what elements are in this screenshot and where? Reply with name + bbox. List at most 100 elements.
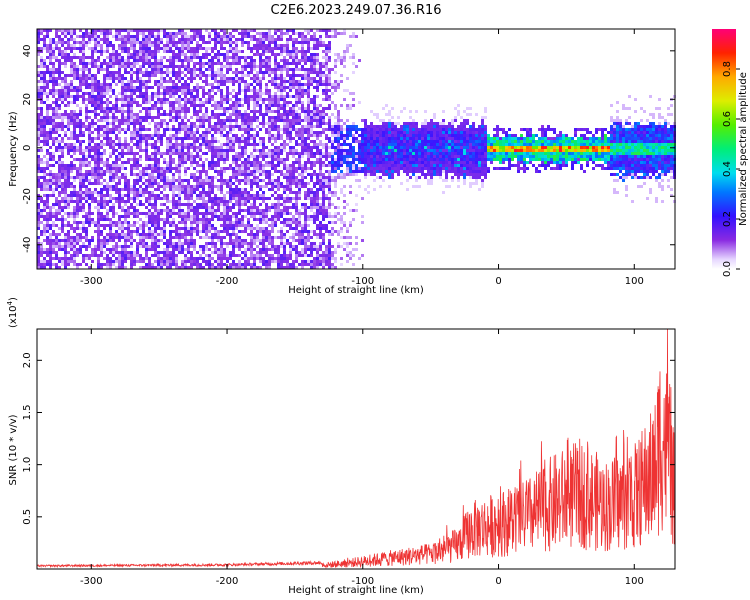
spectrogram-cell bbox=[145, 185, 148, 188]
spectrogram-cell bbox=[103, 164, 106, 167]
spectrogram-cell bbox=[61, 29, 64, 32]
spectrogram-cell bbox=[187, 41, 190, 44]
spectrogram-cell bbox=[187, 152, 190, 155]
spectrogram-cell bbox=[271, 137, 274, 140]
spectrogram-cell bbox=[118, 137, 121, 140]
spectrogram-cell bbox=[151, 236, 154, 239]
spectrogram-cell bbox=[61, 218, 64, 221]
spectrogram-cell bbox=[172, 224, 175, 227]
spectrogram-cell bbox=[253, 164, 256, 167]
spectrogram-cell bbox=[61, 116, 64, 119]
spectrogram-cell bbox=[136, 101, 139, 104]
spectrogram-cell bbox=[235, 122, 238, 125]
spectrogram-cell bbox=[115, 83, 118, 86]
spectrogram-cell bbox=[100, 233, 103, 236]
spectrogram-cell bbox=[220, 158, 223, 161]
spectrogram-cell bbox=[286, 242, 289, 245]
spectrogram-cell bbox=[142, 125, 145, 128]
spectrogram-cell bbox=[274, 167, 277, 170]
spectrogram-cell bbox=[160, 38, 163, 41]
spectrogram-cell bbox=[112, 188, 115, 191]
spectrogram-cell bbox=[250, 194, 253, 197]
spectrogram-cell bbox=[223, 251, 226, 254]
spectrogram-cell bbox=[217, 236, 220, 239]
spectrogram-cell bbox=[178, 215, 181, 218]
spectrogram-cell bbox=[223, 98, 226, 101]
spectrogram-cell bbox=[37, 206, 40, 209]
spectrogram-cell bbox=[283, 146, 286, 149]
spectrogram-cell bbox=[40, 134, 43, 137]
spectrogram-cell bbox=[295, 128, 298, 131]
spectrogram-cell bbox=[178, 149, 181, 152]
spectrogram-cell bbox=[133, 197, 136, 200]
spectrogram-cell bbox=[97, 134, 100, 137]
spectrogram-cell bbox=[52, 257, 55, 260]
spectrogram-cell bbox=[151, 173, 154, 176]
spectrogram-cell bbox=[211, 257, 214, 260]
spectrogram-cell bbox=[46, 203, 49, 206]
spectrogram-cell bbox=[88, 38, 91, 41]
spectrogram-cell bbox=[61, 122, 64, 125]
spectrogram-cell bbox=[202, 170, 205, 173]
spectrogram-cell bbox=[289, 134, 292, 137]
spectrogram-cell bbox=[265, 245, 268, 248]
spectrogram-cell bbox=[235, 266, 238, 269]
spectrogram-cell bbox=[58, 266, 61, 269]
spectrogram-cell bbox=[250, 50, 253, 53]
spectrogram-cell bbox=[157, 215, 160, 218]
spectrogram-cell bbox=[112, 149, 115, 152]
spectrogram-cell bbox=[244, 263, 247, 266]
spectrogram-cell bbox=[91, 98, 94, 101]
spectrogram-cell bbox=[196, 98, 199, 101]
spectrogram-cell bbox=[178, 242, 181, 245]
spectrogram-cell bbox=[163, 65, 166, 68]
spectrogram-cell bbox=[184, 212, 187, 215]
spectrogram-cell bbox=[106, 101, 109, 104]
spectrogram-cell bbox=[61, 95, 64, 98]
spectrogram-cell bbox=[124, 62, 127, 65]
spectrogram-cell bbox=[145, 188, 148, 191]
spectrogram-cell bbox=[274, 179, 277, 182]
spectrogram-cell bbox=[274, 248, 277, 251]
spectrogram-cell bbox=[268, 149, 271, 152]
spectrogram-cell bbox=[274, 170, 277, 173]
spectrogram-cell bbox=[40, 260, 43, 263]
spectrogram-cell bbox=[154, 167, 157, 170]
spectrogram-cell bbox=[178, 236, 181, 239]
spectrogram-cell bbox=[178, 221, 181, 224]
spectrogram-cell bbox=[286, 206, 289, 209]
spectrogram-cell bbox=[112, 92, 115, 95]
spectrogram-cell bbox=[205, 68, 208, 71]
spectrogram-cell bbox=[202, 236, 205, 239]
spectrogram-cell bbox=[226, 254, 229, 257]
spectrogram-cell bbox=[250, 125, 253, 128]
spectrogram-cell bbox=[58, 239, 61, 242]
spectrogram-cell bbox=[199, 74, 202, 77]
spectrogram-cell bbox=[229, 35, 232, 38]
spectrogram-cell bbox=[139, 59, 142, 62]
spectrogram-cell bbox=[52, 224, 55, 227]
spectrogram-cell bbox=[223, 200, 226, 203]
spectrogram-cell bbox=[190, 71, 193, 74]
spectrogram-cell bbox=[256, 155, 259, 158]
spectrogram-cell bbox=[118, 167, 121, 170]
spectrogram-cell bbox=[217, 209, 220, 212]
spectrogram-cell bbox=[256, 197, 259, 200]
spectrogram-cell bbox=[100, 188, 103, 191]
spectrogram-cell bbox=[283, 206, 286, 209]
spectrogram-cell bbox=[55, 113, 58, 116]
spectrogram-cell bbox=[64, 41, 67, 44]
spectrogram-cell bbox=[235, 53, 238, 56]
spectrogram-cell bbox=[61, 167, 64, 170]
spectrogram-cell bbox=[268, 101, 271, 104]
spectrogram-cell bbox=[148, 44, 151, 47]
spectrogram-cell bbox=[268, 242, 271, 245]
spectrogram-cell bbox=[265, 44, 268, 47]
spectrogram-cell bbox=[73, 206, 76, 209]
spectrogram-cell bbox=[193, 101, 196, 104]
spectrogram-cell bbox=[121, 146, 124, 149]
spectrogram-cell bbox=[262, 143, 265, 146]
spectrogram-cell bbox=[229, 197, 232, 200]
spectrogram-cell bbox=[70, 56, 73, 59]
spectrogram-cell bbox=[88, 125, 91, 128]
